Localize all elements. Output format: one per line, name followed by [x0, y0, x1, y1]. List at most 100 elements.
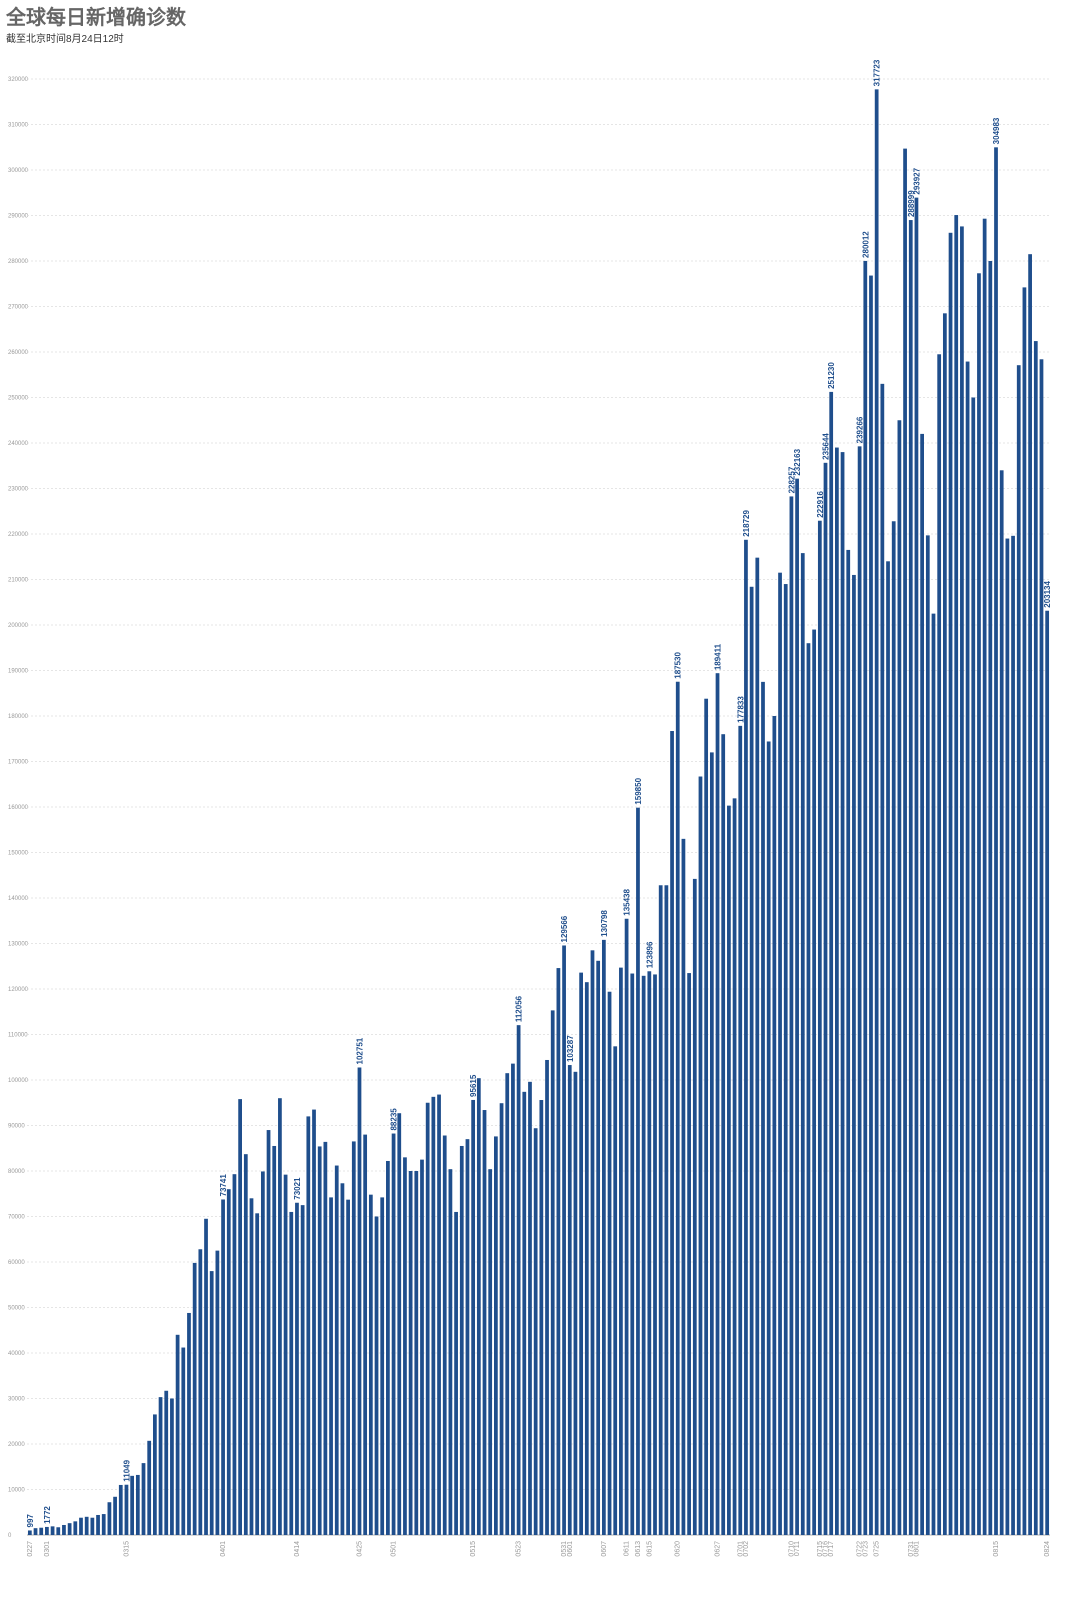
bar — [556, 968, 561, 1535]
bar — [937, 354, 942, 1535]
bar — [130, 1475, 135, 1535]
y-tick-label: 280000 — [8, 259, 29, 265]
x-tick-label: 0501 — [391, 1541, 398, 1557]
value-label: 112056 — [515, 995, 524, 1022]
bar — [880, 383, 885, 1536]
value-label: 187530 — [674, 651, 683, 678]
bar — [852, 574, 856, 1535]
x-tick-label: 0315 — [123, 1541, 130, 1557]
bar — [732, 798, 737, 1535]
bar — [391, 1133, 396, 1535]
bar — [948, 232, 953, 1535]
bar — [306, 1116, 311, 1535]
bar — [908, 220, 913, 1535]
value-label: 228257 — [787, 466, 796, 493]
x-tick-label: 0725 — [874, 1541, 881, 1557]
y-tick-label: 210000 — [8, 578, 29, 584]
bar — [925, 535, 930, 1535]
bar — [687, 973, 691, 1535]
bar — [198, 1249, 203, 1535]
y-tick-label: 250000 — [8, 396, 29, 402]
y-tick-label: 180000 — [8, 714, 29, 720]
value-label: 95615 — [469, 1074, 478, 1097]
x-tick-label: 0717 — [828, 1541, 835, 1557]
y-tick-label: 60000 — [8, 1260, 25, 1266]
bar — [499, 1103, 504, 1535]
bar — [653, 974, 657, 1535]
y-tick-label: 310000 — [8, 123, 29, 129]
bar — [33, 1528, 38, 1535]
bar — [459, 1145, 464, 1535]
bar — [516, 1025, 521, 1535]
x-tick-label: 0401 — [220, 1541, 227, 1557]
bar — [994, 147, 998, 1535]
x-tick-label: 0731 — [908, 1541, 915, 1557]
y-tick-label: 160000 — [8, 805, 29, 811]
bar — [914, 197, 919, 1535]
bar — [158, 1397, 163, 1535]
x-tick-label: 0815 — [993, 1541, 1000, 1557]
bar — [1039, 359, 1044, 1535]
x-tick-label: 0515 — [470, 1541, 477, 1557]
bar — [27, 1530, 32, 1535]
bar — [1022, 287, 1027, 1535]
bar — [749, 586, 754, 1535]
bar — [619, 967, 623, 1535]
value-label: 1772 — [43, 1506, 52, 1524]
bar — [209, 1271, 214, 1535]
bar — [795, 478, 799, 1536]
bar — [135, 1474, 140, 1535]
x-tick-label: 0531 — [561, 1541, 568, 1557]
x-tick-label: 0715 — [817, 1541, 824, 1557]
bar — [476, 1078, 481, 1535]
bar — [67, 1523, 72, 1535]
bar — [675, 681, 680, 1535]
value-label: 235644 — [822, 433, 831, 460]
bar — [260, 1171, 265, 1535]
x-tick-label: 0425 — [356, 1541, 363, 1557]
bar — [670, 731, 674, 1535]
bar — [124, 1484, 129, 1535]
bar — [590, 950, 595, 1535]
bar — [505, 1073, 510, 1535]
bar — [39, 1527, 44, 1535]
bar — [175, 1334, 180, 1535]
bar — [840, 452, 845, 1536]
bar — [755, 557, 760, 1535]
chart-title: 全球每日新增确诊数 — [5, 5, 187, 29]
bar — [709, 752, 714, 1535]
bar — [834, 447, 839, 1535]
bar — [522, 1091, 527, 1535]
y-tick-label: 230000 — [8, 487, 29, 493]
bar — [164, 1390, 169, 1535]
bar — [692, 878, 697, 1535]
bar — [431, 1096, 436, 1535]
bar — [181, 1347, 186, 1535]
x-tick-label: 0414 — [294, 1541, 301, 1557]
bar — [727, 805, 731, 1535]
bar — [800, 553, 805, 1535]
bar — [84, 1516, 89, 1535]
bar — [704, 698, 709, 1535]
y-tick-label: 200000 — [8, 623, 29, 629]
bar — [482, 1110, 487, 1535]
bar — [1028, 254, 1032, 1535]
x-tick-label: 0301 — [44, 1541, 51, 1557]
bar — [982, 218, 987, 1535]
bar — [601, 939, 606, 1535]
value-label: 293927 — [912, 167, 921, 194]
y-tick-label: 110000 — [8, 1033, 28, 1039]
y-tick-label: 140000 — [8, 896, 29, 902]
bar — [471, 1099, 476, 1535]
bar — [448, 1169, 453, 1535]
bar — [511, 1063, 515, 1535]
bar — [107, 1502, 112, 1535]
bar — [664, 885, 669, 1535]
bar — [891, 521, 896, 1535]
bar — [823, 462, 828, 1535]
y-tick-label: 90000 — [8, 1124, 25, 1130]
bar — [300, 1205, 305, 1535]
bar — [113, 1496, 117, 1535]
y-tick-label: 40000 — [8, 1351, 25, 1357]
value-label: 73021 — [293, 1177, 302, 1200]
